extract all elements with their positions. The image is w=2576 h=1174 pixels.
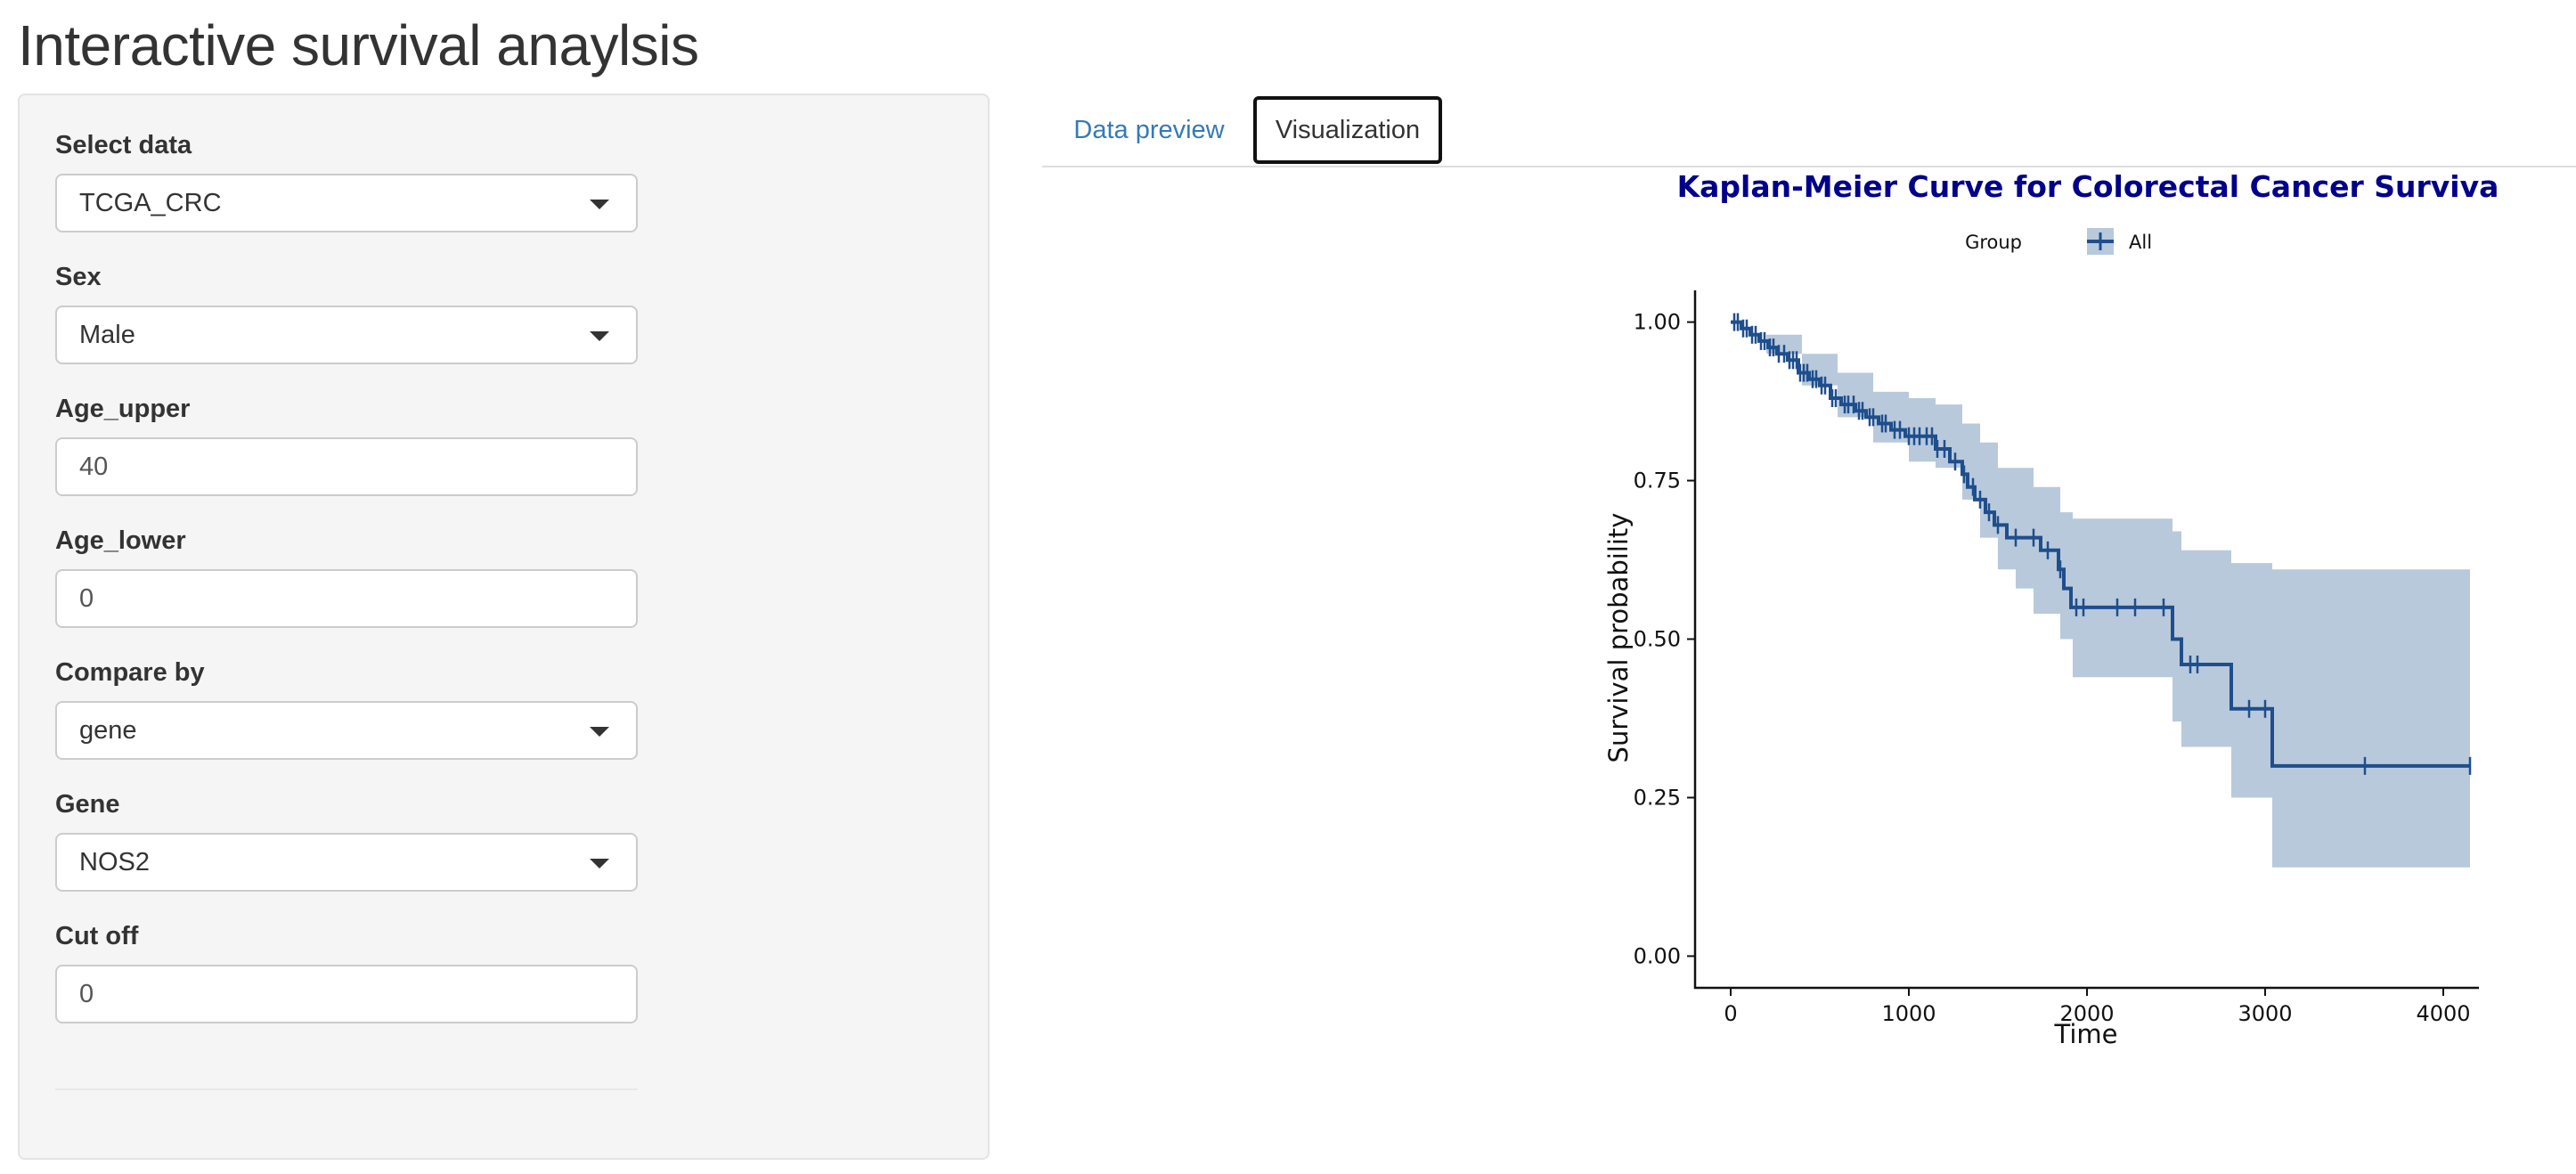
- y-tick-label: 1.00: [1634, 310, 1681, 335]
- age-upper-input[interactable]: 40: [55, 437, 638, 496]
- age-lower-label: Age_lower: [55, 526, 186, 555]
- x-tick-label: 4000: [2416, 1001, 2470, 1026]
- compare-by-value: gene: [79, 715, 137, 745]
- confidence-band: [1731, 322, 2470, 868]
- page-title: Interactive survival anaylsis: [18, 13, 699, 77]
- select-data-value: TCGA_CRC: [79, 188, 222, 217]
- x-axis-title: Time: [2054, 1019, 2118, 1049]
- y-tick-label: 0.50: [1634, 627, 1681, 652]
- age-upper-label: Age_upper: [55, 395, 191, 423]
- chart-title: Kaplan-Meier Curve for Colorectal Cancer…: [1677, 169, 2499, 204]
- compare-by-label: Compare by: [55, 658, 205, 687]
- tab-visualization[interactable]: Visualization: [1253, 96, 1442, 164]
- sidebar-divider: [55, 1088, 638, 1090]
- cut-off-value: 0: [79, 979, 94, 1008]
- sidebar-panel: Select data TCGA_CRC Sex Male Age_upper …: [18, 94, 990, 1160]
- compare-by-dropdown[interactable]: gene: [55, 701, 638, 760]
- gene-label: Gene: [55, 790, 120, 819]
- cut-off-label: Cut off: [55, 922, 139, 950]
- sex-label: Sex: [55, 263, 102, 291]
- legend-title: Group: [1965, 232, 2022, 253]
- x-tick-label: 2000: [2059, 1001, 2114, 1026]
- chart-legend: Group All: [1965, 228, 2152, 255]
- age-lower-input[interactable]: 0: [55, 569, 638, 628]
- y-axis-title: Survival probability: [1603, 513, 1634, 763]
- age-lower-value: 0: [79, 583, 94, 613]
- select-data-dropdown[interactable]: TCGA_CRC: [55, 174, 638, 232]
- survival-plot: Kaplan-Meier Curve for Colorectal Cancer…: [1042, 169, 2576, 1174]
- gene-value: NOS2: [79, 847, 150, 876]
- confidence-band-layer: [1731, 322, 2470, 868]
- x-tick-label: 0: [1724, 1001, 1737, 1026]
- km-chart: Kaplan-Meier Curve for Colorectal Cancer…: [1603, 169, 2499, 1049]
- x-tick-label: 1000: [1881, 1001, 1936, 1026]
- gene-dropdown[interactable]: NOS2: [55, 833, 638, 892]
- legend-entry-all: All: [2129, 232, 2152, 253]
- cut-off-input[interactable]: 0: [55, 965, 638, 1023]
- age-upper-value: 40: [79, 452, 109, 481]
- axes: 0 1000 2000 3000 4000 0.00 0.25 0.50 0.75 1.00: [1634, 290, 2479, 1026]
- censor-marks-layer: [1732, 313, 2472, 775]
- y-tick-label: 0.00: [1634, 943, 1681, 968]
- caret-down-icon: [590, 727, 609, 737]
- caret-down-icon: [590, 200, 609, 209]
- x-tick-label: 3000: [2238, 1001, 2292, 1026]
- tab-bar: Data preview Visualization: [1042, 96, 2576, 167]
- caret-down-icon: [590, 331, 609, 341]
- y-tick-label: 0.25: [1634, 785, 1681, 810]
- tab-data-preview[interactable]: Data preview: [1073, 115, 1225, 144]
- sex-value: Male: [79, 320, 135, 349]
- sex-dropdown[interactable]: Male: [55, 306, 638, 364]
- y-tick-label: 0.75: [1634, 469, 1681, 493]
- caret-down-icon: [590, 859, 609, 868]
- select-data-label: Select data: [55, 131, 192, 159]
